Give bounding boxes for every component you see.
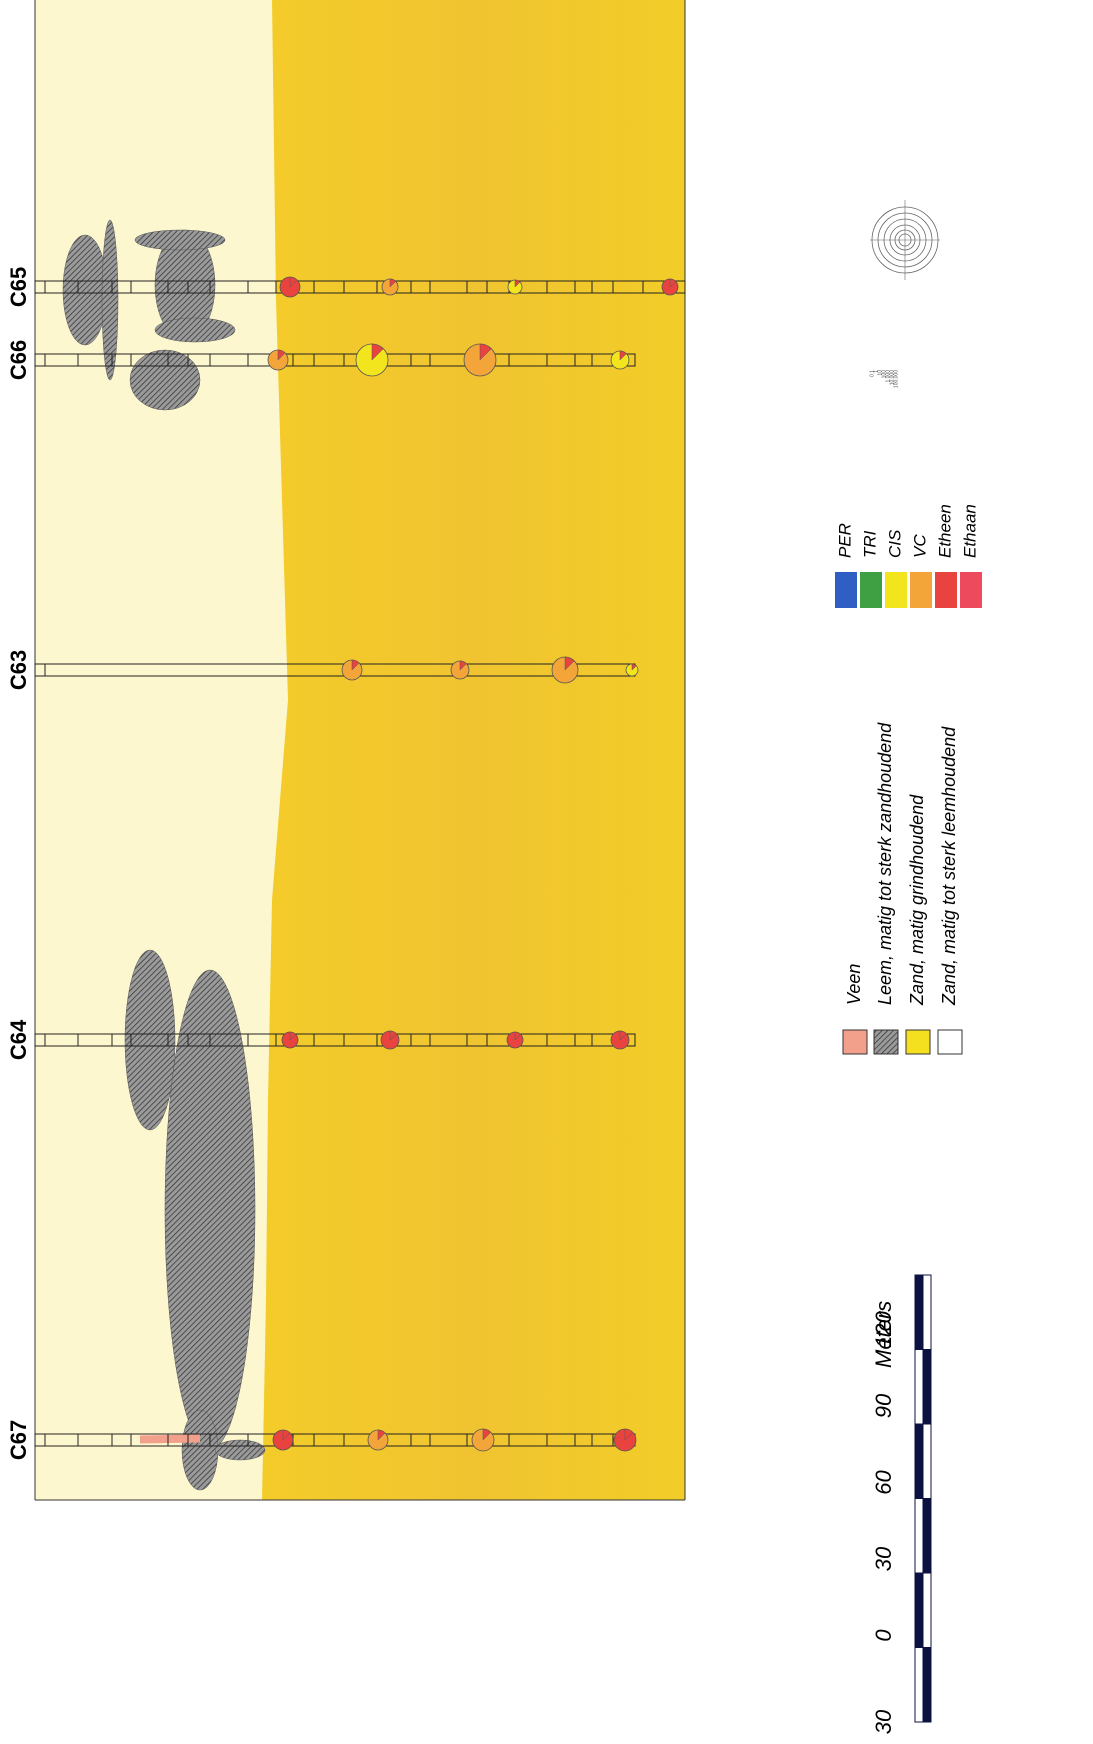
peat-lens [140,1434,200,1443]
legend-swatch [885,572,907,608]
legend-swatch [935,572,957,608]
well-label: C63 [6,650,31,690]
clay-lens [135,230,225,250]
scale-unit: Meters [871,1301,896,1368]
page: C65 C66 C63 C64 C67 Veen Leem, matig tot ster… [0,0,1093,1744]
clay-lens [215,1440,265,1460]
clay-lens [182,1410,218,1490]
legend-swatch [843,1030,867,1054]
well-label: C65 [6,267,31,307]
scale-segment [915,1573,923,1648]
well-label: C66 [6,340,31,380]
legend-label: Zand, matig tot sterk leemhoudend [939,726,959,1006]
legend-label: CIS [885,529,904,558]
scale-segment [923,1275,931,1350]
legend-label: PER [835,523,854,558]
scale-label: 30 [871,1546,896,1571]
scale-segment [923,1350,931,1425]
legend-swatch [874,1030,898,1054]
well-label: C67 [6,1420,31,1460]
scale-label: 0 [871,1629,896,1642]
legend-label: VC [910,534,929,558]
scale-label: 60 [871,1470,896,1495]
legend-label: Zand, matig grindhoudend [907,794,927,1006]
bubble-label: 100,000 [893,370,899,388]
legend-label: Etheen [935,504,954,558]
scale-segment [915,1648,923,1723]
scale-segment [915,1275,923,1350]
clay-lens [63,235,107,345]
legend-swatch [938,1030,962,1054]
clay-lens [130,350,200,410]
clay-lens [102,220,118,380]
scale-segment [923,1499,931,1574]
scale-segment [923,1424,931,1499]
legend-swatch [835,572,857,608]
legend: Veen Leem, matig tot sterk zandhoudend Zan… [835,200,982,1734]
well-label: C64 [6,1019,31,1060]
legend-swatch [910,572,932,608]
legend-label: Ethaan [960,504,979,558]
scale-segment [915,1424,923,1499]
legend-label: Leem, matig tot sterk zandhoudend [875,722,895,1005]
legend-swatch [906,1030,930,1054]
legend-swatch [960,572,982,608]
scale-segment [915,1350,923,1425]
legend-label: TRI [860,530,879,558]
scale-label: 90 [871,1393,896,1418]
scale-segment [923,1648,931,1723]
scale-segment [923,1573,931,1648]
legend-swatch [860,572,882,608]
clay-lens [155,318,235,342]
legend-label: Veen [844,964,864,1005]
scale-segment [915,1499,923,1574]
sand-layer [262,0,685,1500]
scale-label: 30 [871,1709,896,1734]
